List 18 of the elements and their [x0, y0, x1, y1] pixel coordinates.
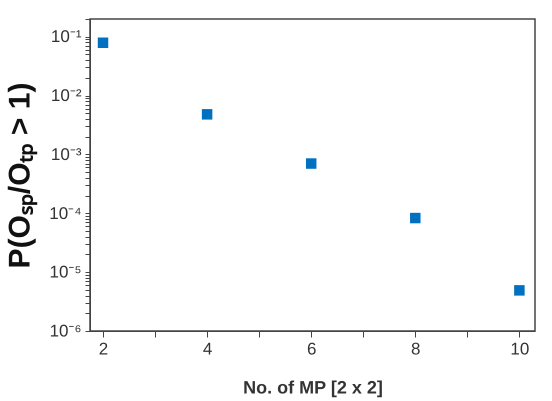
y-tick-label: 10⁻¹ [50, 27, 82, 46]
y-tick-label: 10⁻² [50, 86, 82, 106]
x-tick-label: 8 [411, 340, 421, 358]
y-tick-label: 10⁻³ [50, 144, 82, 164]
x-tick-label: 4 [202, 340, 212, 358]
point [410, 212, 421, 224]
x-axis-title: No. of MP [2 x 2] [243, 378, 383, 398]
y-tick-label: 10⁻⁶ [50, 322, 82, 340]
point [514, 285, 525, 296]
point [202, 109, 212, 120]
point [98, 38, 108, 48]
x-tick-label: 6 [306, 340, 316, 358]
y-tick-label: 10⁻⁵ [50, 262, 82, 282]
y-tick-label: 10⁻⁴ [49, 204, 82, 223]
point [306, 158, 316, 169]
x-tick-label: 2 [98, 340, 108, 358]
x-tick-label: 10 [510, 340, 530, 358]
y-axis-title: P(Oₛₚ/Oₜₚ > 1) [3, 82, 38, 268]
